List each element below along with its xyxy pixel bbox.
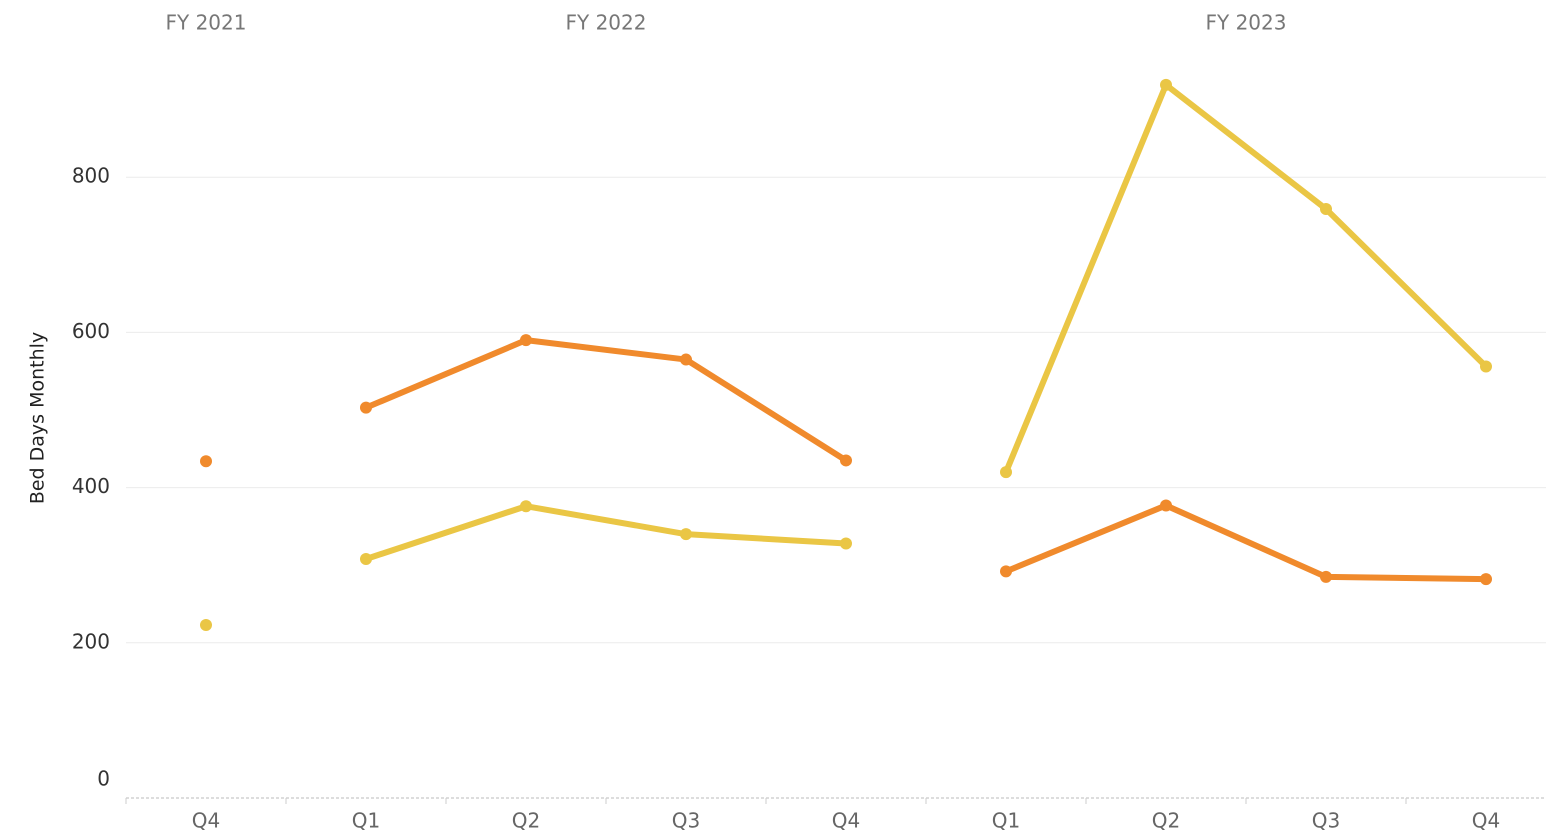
line [363,503,849,562]
point [1320,203,1332,216]
point [520,334,532,347]
x-tick-label: Q3 [1312,809,1340,833]
x-tick-label: Q1 [352,809,380,833]
x-tick-label: Q1 [992,809,1020,833]
y-tick-label: 800 [72,164,110,188]
point [1000,565,1012,578]
line [1003,502,1489,583]
x-tick-label: Q4 [192,809,220,833]
point [1000,466,1012,479]
point [1320,570,1332,583]
x-tick-label: Q2 [512,809,540,833]
y-tick-label: 200 [72,629,110,653]
x-tick-label: Q4 [832,809,860,833]
x-tick-label: Q4 [1472,809,1500,833]
point [680,528,692,541]
y-tick-label: 400 [72,474,110,498]
y-axis-label: Bed Days Monthly [27,332,49,504]
point [200,618,212,631]
point [360,401,372,414]
line [363,337,849,464]
point [520,500,532,513]
point [1480,573,1492,586]
line [1003,81,1489,476]
year-header: FY 2021 [166,11,247,35]
point [840,454,852,467]
x-tick-label: Q2 [1152,809,1180,833]
x-tick-label: Q3 [672,809,700,833]
year-header: FY 2022 [566,11,647,35]
y-tick-label: 0 [97,767,110,791]
point [200,455,212,468]
point [360,552,372,565]
y-tick-label: 600 [72,319,110,343]
point [680,353,692,366]
year-header: FY 2023 [1206,11,1287,35]
point [840,537,852,550]
point [1160,78,1172,91]
point [1480,360,1492,373]
point [1160,499,1172,512]
